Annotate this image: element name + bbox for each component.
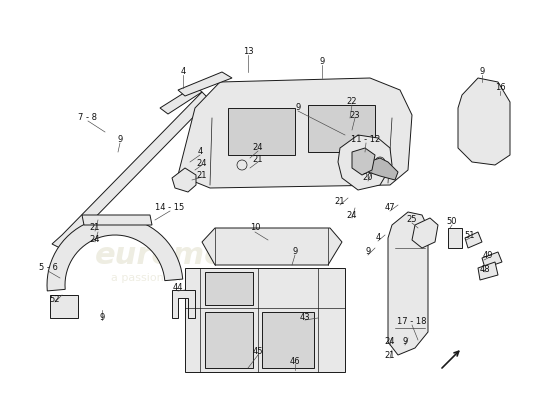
Polygon shape: [185, 268, 345, 372]
Text: 20: 20: [363, 174, 373, 182]
Polygon shape: [465, 232, 482, 248]
Text: 21: 21: [197, 170, 207, 180]
Text: 45: 45: [253, 348, 263, 356]
Text: 17 - 18: 17 - 18: [397, 318, 427, 326]
Text: 14 - 15: 14 - 15: [155, 204, 185, 212]
Polygon shape: [47, 217, 183, 291]
Text: 9: 9: [295, 104, 301, 112]
Text: 24: 24: [197, 158, 207, 168]
Text: 44: 44: [173, 284, 183, 292]
Text: 9: 9: [480, 68, 485, 76]
Text: 9: 9: [403, 338, 408, 346]
Text: 52: 52: [50, 296, 60, 304]
Text: 9: 9: [320, 58, 324, 66]
Text: 24: 24: [385, 338, 395, 346]
Polygon shape: [50, 295, 78, 318]
Polygon shape: [205, 272, 253, 305]
Text: 7 - 8: 7 - 8: [79, 114, 97, 122]
Text: 21: 21: [385, 350, 395, 360]
Polygon shape: [478, 262, 498, 280]
Polygon shape: [448, 228, 462, 248]
Polygon shape: [172, 290, 195, 318]
Text: 16: 16: [494, 84, 505, 92]
Text: 49: 49: [483, 250, 493, 260]
Polygon shape: [458, 78, 510, 165]
Polygon shape: [338, 135, 392, 190]
Text: 5 - 6: 5 - 6: [39, 264, 57, 272]
Text: 9: 9: [100, 314, 104, 322]
Text: 43: 43: [300, 314, 310, 322]
Polygon shape: [178, 72, 232, 96]
Circle shape: [237, 160, 247, 170]
Text: 48: 48: [480, 266, 490, 274]
Text: 24: 24: [346, 210, 358, 220]
Polygon shape: [205, 312, 253, 368]
Text: 22: 22: [346, 98, 358, 106]
Text: 10: 10: [250, 224, 260, 232]
Text: 50: 50: [447, 218, 457, 226]
Polygon shape: [172, 168, 196, 192]
Text: 24: 24: [90, 236, 100, 244]
Text: 9: 9: [365, 248, 371, 256]
Polygon shape: [352, 148, 375, 175]
Text: 21: 21: [253, 156, 263, 164]
Text: 24: 24: [253, 144, 263, 152]
Polygon shape: [388, 212, 428, 355]
Text: 23: 23: [350, 110, 360, 120]
Polygon shape: [178, 78, 412, 188]
Text: 21: 21: [335, 198, 345, 206]
Text: 25: 25: [407, 216, 417, 224]
Text: 11 - 12: 11 - 12: [351, 136, 381, 144]
Text: 9: 9: [117, 136, 123, 144]
Polygon shape: [228, 108, 295, 155]
Polygon shape: [412, 218, 438, 248]
Polygon shape: [160, 86, 202, 114]
Text: 9: 9: [293, 248, 298, 256]
Circle shape: [375, 157, 385, 167]
Polygon shape: [262, 312, 314, 368]
Text: 46: 46: [290, 358, 300, 366]
Polygon shape: [368, 158, 398, 180]
Text: 4: 4: [375, 234, 381, 242]
Text: 51: 51: [465, 230, 475, 240]
Polygon shape: [482, 252, 502, 268]
Polygon shape: [52, 92, 210, 248]
Polygon shape: [202, 228, 342, 265]
Text: 4: 4: [197, 148, 202, 156]
Text: a passion for parts since 1985: a passion for parts since 1985: [111, 273, 279, 283]
Text: 13: 13: [243, 48, 254, 56]
Text: 21: 21: [90, 224, 100, 232]
Text: euromotors: euromotors: [95, 240, 295, 270]
Text: 4: 4: [180, 68, 186, 76]
Text: 47: 47: [384, 204, 395, 212]
Polygon shape: [308, 105, 375, 152]
Polygon shape: [82, 215, 152, 225]
